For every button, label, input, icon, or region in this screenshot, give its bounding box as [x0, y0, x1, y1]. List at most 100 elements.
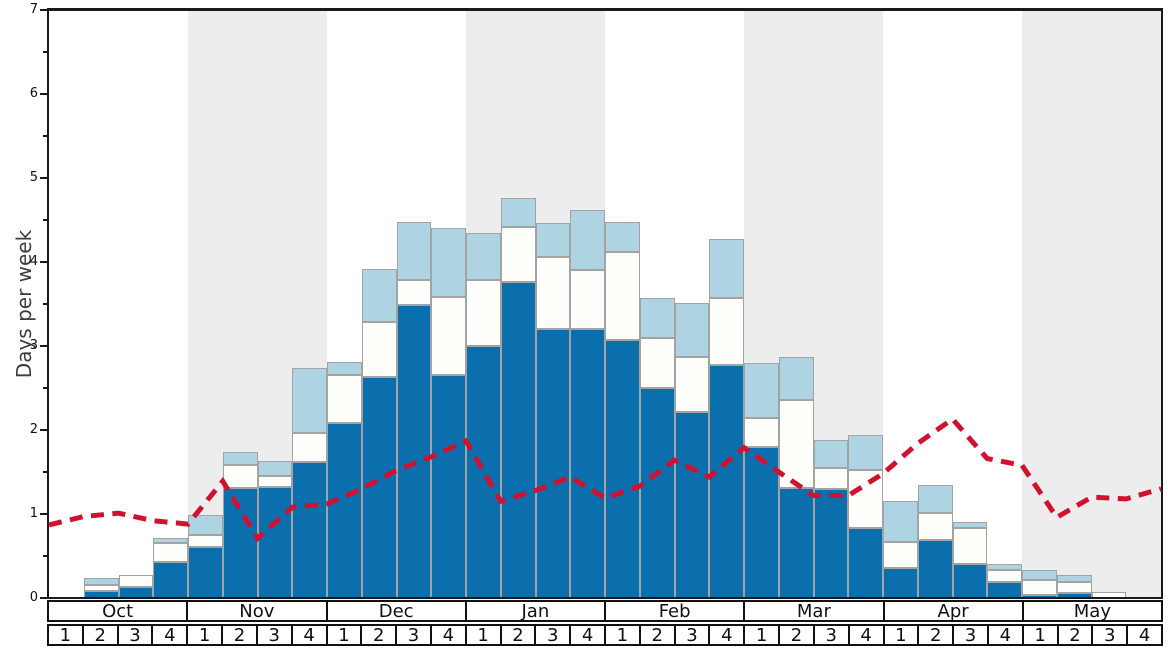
- week-number-label: 4: [432, 625, 467, 646]
- month-label: Dec: [328, 601, 467, 622]
- bar-segment-white: [639, 337, 675, 388]
- bar-segment-white: [605, 251, 640, 341]
- bar-segment-darkblue: [952, 563, 988, 598]
- bar-segment-darkblue: [605, 340, 640, 598]
- y-tick-label: 6: [29, 86, 38, 101]
- month-label: Jan: [467, 601, 606, 622]
- month-label: Mar: [745, 601, 885, 622]
- bar-segment-white: [883, 541, 918, 568]
- bar-segment-darkblue: [327, 423, 362, 598]
- week-number-label: 3: [676, 625, 711, 646]
- y-tick-label: 4: [29, 254, 38, 269]
- bar-segment-white: [813, 467, 849, 489]
- week-number-label: 2: [780, 625, 815, 646]
- y-tick-label: 7: [29, 2, 38, 17]
- week-number-label: 1: [1024, 625, 1059, 646]
- bar-segment-lightblue: [1056, 575, 1092, 583]
- month-background-band: [49, 10, 188, 598]
- bar-segment-lightblue: [570, 209, 605, 271]
- bar-segment-white: [500, 226, 536, 283]
- bar-segment-darkblue: [639, 388, 675, 598]
- y-tick-label: 5: [29, 170, 38, 185]
- week-number-label: 3: [397, 625, 432, 646]
- bar-segment-darkblue: [535, 329, 571, 598]
- week-number-label: 2: [641, 625, 676, 646]
- bar-segment-lightblue: [709, 239, 744, 299]
- bar-segment-lightblue: [466, 232, 501, 280]
- week-number-label: 4: [293, 625, 328, 646]
- bar-segment-lightblue: [813, 440, 849, 468]
- y-tick-label: 2: [29, 422, 38, 437]
- y-major-tick: [40, 429, 47, 431]
- week-number-label: 4: [850, 625, 885, 646]
- bar-segment-white: [188, 535, 223, 547]
- bar-segment-lightblue: [917, 485, 953, 514]
- bar-segment-white: [431, 297, 466, 376]
- bar-segment-white: [674, 356, 710, 412]
- bar-segment-lightblue: [535, 223, 571, 257]
- bar-segment-lightblue: [431, 228, 466, 298]
- week-number-label: 4: [989, 625, 1024, 646]
- bar-segment-white: [744, 418, 779, 447]
- bar-segment-lightblue: [257, 461, 293, 477]
- bar-segment-white: [917, 513, 953, 541]
- y-tick-label: 1: [29, 506, 38, 521]
- bar-segment-white: [570, 270, 605, 330]
- y-major-tick: [40, 93, 47, 95]
- bar-segment-darkblue: [709, 365, 744, 598]
- bar-segment-lightblue: [674, 303, 710, 357]
- y-major-tick: [40, 597, 47, 599]
- month-label: Apr: [885, 601, 1024, 622]
- month-label: Nov: [188, 601, 328, 622]
- week-number-label: 3: [1093, 625, 1129, 646]
- bar-segment-white: [222, 465, 258, 488]
- week-number-label: 2: [84, 625, 119, 646]
- bar-segment-white: [952, 528, 988, 564]
- month-label: May: [1073, 600, 1111, 622]
- bar-segment-white: [327, 375, 362, 424]
- y-minor-tick: [43, 555, 47, 557]
- bar-segment-darkblue: [292, 461, 327, 598]
- bar-segment-lightblue: [500, 198, 536, 227]
- week-number-label: 2: [362, 625, 398, 646]
- plot-frame-right: [1161, 8, 1163, 599]
- week-number-label: 1: [606, 625, 641, 646]
- bar-segment-white: [709, 298, 744, 366]
- week-number-label: 4: [710, 625, 746, 646]
- bar-segment-lightblue: [987, 564, 1022, 571]
- bar-segment-lightblue: [848, 435, 883, 471]
- month-background-band: [883, 10, 1022, 598]
- y-minor-tick: [43, 135, 47, 137]
- bar-segment-darkblue: [500, 282, 536, 598]
- bar-segment-lightblue: [222, 451, 258, 466]
- week-number-label: 2: [1059, 625, 1094, 646]
- bar-segment-white: [1022, 579, 1057, 596]
- week-number-label: 3: [954, 625, 989, 646]
- week-number-label: 3: [536, 625, 572, 646]
- week-number-label: 4: [153, 625, 189, 646]
- week-number-label: 1: [49, 625, 84, 646]
- y-major-tick: [40, 177, 47, 179]
- bar-segment-darkblue: [396, 304, 432, 598]
- bar-segment-darkblue: [674, 411, 710, 598]
- bar-segment-lightblue: [883, 501, 918, 542]
- bar-segment-white: [1056, 582, 1092, 593]
- bar-segment-darkblue: [257, 487, 293, 598]
- bar-segment-white: [361, 321, 397, 378]
- week-number-label: 1: [885, 625, 920, 646]
- bar-segment-lightblue: [396, 221, 432, 280]
- week-number-label: 3: [258, 625, 293, 646]
- bar-segment-darkblue: [917, 540, 953, 598]
- week-number-label: 1: [467, 625, 502, 646]
- bar-segment-darkblue: [466, 346, 501, 598]
- week-number-label: 1: [188, 625, 224, 646]
- bar-segment-lightblue: [83, 577, 119, 585]
- bar-segment-white: [292, 433, 327, 462]
- y-minor-tick: [43, 51, 47, 53]
- y-major-tick: [40, 345, 47, 347]
- week-number-label: 2: [919, 625, 955, 646]
- bar-segment-lightblue: [744, 362, 779, 419]
